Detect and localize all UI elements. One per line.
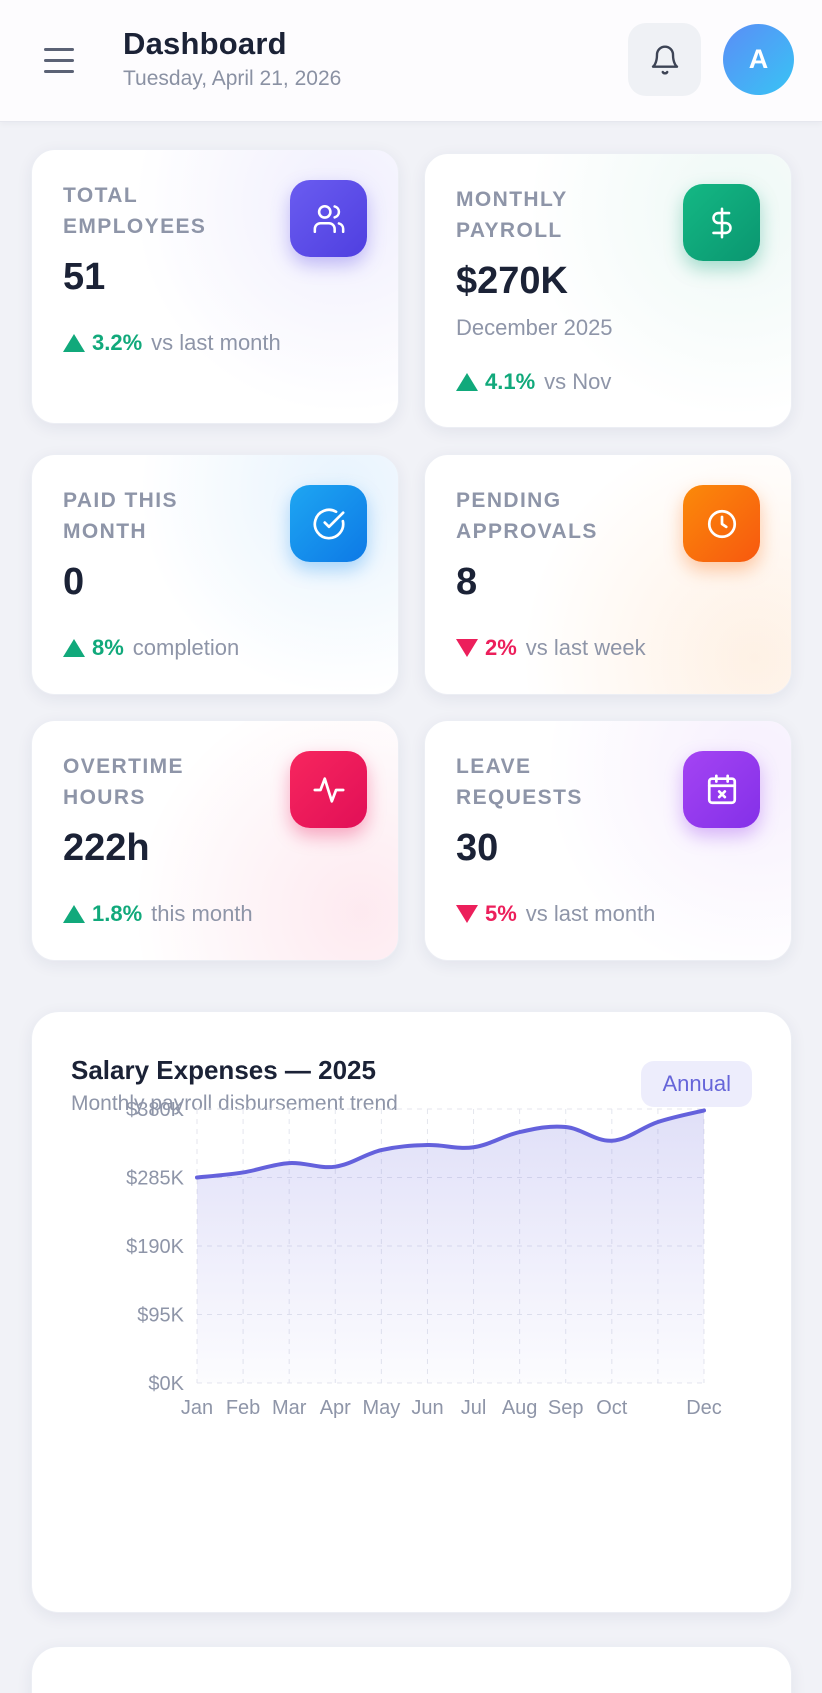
chart-title: Salary Expenses — 2025 (71, 1055, 376, 1085)
y-tick-label: $190K (126, 1236, 184, 1258)
trend-up-icon (63, 334, 85, 352)
trend-percent: 2% (485, 635, 517, 660)
x-tick-label: Feb (226, 1397, 260, 1419)
stat-value: 30 (456, 827, 499, 869)
activity-icon (290, 751, 367, 828)
x-tick-label: Dec (686, 1397, 722, 1419)
hamburger-menu-icon[interactable] (44, 40, 84, 80)
stat-card-leave-requests[interactable]: LEAVE REQUESTS 30 5% vs last month (424, 720, 792, 961)
stat-label: OVERTIME HOURS (63, 755, 184, 809)
stat-card-paid-this-month[interactable]: PAID THIS MONTH 0 8% completion (31, 454, 399, 695)
trend-percent: 5% (485, 901, 517, 926)
x-tick-label: May (362, 1397, 400, 1419)
trend-down-icon (456, 639, 478, 657)
x-tick-label: Jun (411, 1397, 443, 1419)
stat-label: MONTHLY PAYROLL (456, 188, 568, 242)
trend-text: this month (151, 901, 253, 926)
stat-trend: 2% vs last week (456, 635, 646, 661)
stat-value: $270K (456, 260, 568, 302)
stat-period: December 2025 (456, 315, 613, 340)
notifications-button[interactable] (628, 23, 701, 96)
next-section-card (31, 1646, 792, 1693)
x-tick-label: Jan (181, 1397, 213, 1419)
stat-card-pending-approvals[interactable]: PENDING APPROVALS 8 2% vs last week (424, 454, 792, 695)
stat-trend: 3.2% vs last month (63, 330, 281, 356)
stat-value: 8 (456, 561, 478, 603)
salary-area-chart: $0K $95K $190K $285K $380K Jan Feb Mar Apr May Jun… (126, 1099, 722, 1419)
stat-label: LEAVE REQUESTS (456, 755, 583, 809)
trend-text: completion (132, 635, 240, 660)
x-tick-label: Mar (272, 1397, 307, 1419)
x-tick-label: Apr (320, 1397, 351, 1419)
trend-text: vs last week (525, 635, 646, 660)
y-tick-label: $285K (126, 1168, 184, 1190)
x-tick-label: Oct (596, 1397, 628, 1419)
series-line (195, 1108, 706, 1180)
trend-text: vs last month (151, 330, 281, 355)
stat-card-total-employees[interactable]: TOTAL EMPLOYEES 51 3.2% vs last month (31, 149, 399, 424)
app-header: Dashboard Tuesday, April 21, 2026 A (0, 0, 822, 122)
clock-icon (683, 485, 760, 562)
chart-subtitle: Monthly payroll disbursement trend (71, 1092, 398, 1115)
trend-up-icon (63, 639, 85, 657)
period-annual-button[interactable]: Annual (641, 1061, 752, 1107)
stat-trend: 1.8% this month (63, 901, 253, 927)
x-tick-label: Sep (548, 1397, 584, 1419)
current-date: Tuesday, April 21, 2026 (123, 67, 342, 90)
trend-down-icon (456, 905, 478, 923)
page-title: Dashboard (123, 26, 287, 61)
trend-percent: 1.8% (92, 901, 143, 926)
y-tick-label: $0K (148, 1373, 184, 1395)
trend-text: vs Nov (544, 369, 612, 394)
calendar-x-icon (683, 751, 760, 828)
stat-trend: 5% vs last month (456, 901, 655, 927)
stat-label: PAID THIS MONTH (63, 489, 178, 543)
stat-label: PENDING APPROVALS (456, 489, 598, 543)
salary-expenses-chart-card: Salary Expenses — 2025 Monthly payroll d… (31, 1011, 792, 1613)
series-area-fill (197, 1110, 704, 1383)
dollar-icon (683, 184, 760, 261)
stat-value: 0 (63, 561, 85, 603)
check-circle-icon (290, 485, 367, 562)
users-icon (290, 180, 367, 257)
stat-trend: 4.1% vs Nov (456, 369, 611, 395)
stat-card-overtime-hours[interactable]: OVERTIME HOURS 222h 1.8% this month (31, 720, 399, 961)
trend-percent: 8% (92, 635, 124, 660)
stat-card-monthly-payroll[interactable]: MONTHLY PAYROLL $270K December 2025 4.1%… (424, 153, 792, 428)
stat-value: 51 (63, 256, 106, 298)
stat-value: 222h (63, 827, 150, 869)
trend-up-icon (456, 373, 478, 391)
trend-text: vs last month (525, 901, 656, 926)
bell-icon (651, 45, 678, 74)
x-tick-label: Jul (461, 1397, 487, 1419)
trend-percent: 3.2% (92, 330, 143, 355)
y-tick-label: $95K (137, 1305, 184, 1327)
stat-trend: 8% completion (63, 635, 239, 661)
trend-percent: 4.1% (485, 369, 536, 394)
stat-label: TOTAL EMPLOYEES (63, 184, 207, 238)
avatar[interactable]: A (723, 24, 794, 95)
y-tick-label: $380K (126, 1099, 184, 1121)
trend-up-icon (63, 905, 85, 923)
x-tick-label: Aug (502, 1397, 538, 1419)
